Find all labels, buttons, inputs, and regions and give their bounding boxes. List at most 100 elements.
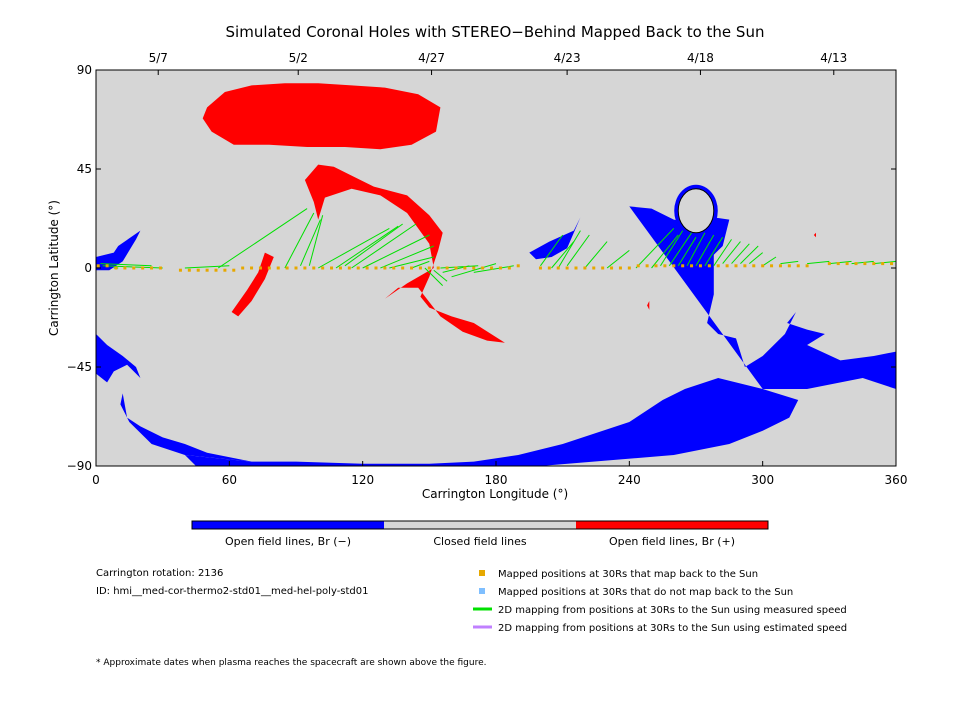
trace-line	[351, 223, 417, 269]
region-open-positive	[202, 83, 441, 150]
trace-line	[722, 241, 741, 264]
mapped-point	[232, 268, 236, 272]
legend-label: Mapped positions at 30Rs that do not map…	[498, 587, 793, 598]
region-open-positive	[231, 252, 274, 317]
x-tick-label: 180	[485, 473, 508, 487]
mapped-point	[845, 262, 849, 266]
mapped-points	[96, 262, 894, 272]
trace-line	[284, 212, 315, 269]
trace-line	[411, 260, 430, 269]
mapped-point	[787, 264, 791, 268]
trace-line	[100, 263, 152, 267]
trace-line	[677, 236, 697, 267]
trace-line	[433, 269, 448, 282]
region-ring-inner	[677, 188, 715, 234]
mapped-point	[285, 266, 289, 270]
mapped-point	[196, 268, 200, 272]
mapped-point	[338, 266, 342, 270]
x-axis-label: Carrington Longitude (°)	[422, 487, 568, 501]
y-axis-ticks: −90 −45 0 45 90	[67, 63, 896, 473]
trace-line	[713, 239, 732, 267]
trace-line	[473, 265, 514, 273]
mapped-point	[258, 266, 262, 270]
colorbar: Open field lines, Br (−) Closed field li…	[191, 520, 769, 548]
mapped-point	[150, 266, 154, 270]
trace-line	[762, 256, 777, 267]
legend-label: Mapped positions at 30Rs that map back t…	[498, 569, 758, 580]
mapped-point	[698, 264, 702, 268]
mapped-point	[223, 268, 227, 272]
mapped-point	[250, 266, 254, 270]
mapped-point	[321, 266, 325, 270]
mapped-point	[574, 266, 578, 270]
region-open-negative	[96, 334, 141, 383]
mapped-point	[592, 266, 596, 270]
trace-line	[551, 241, 575, 269]
region-open-positive	[647, 301, 650, 310]
mapped-point	[872, 262, 876, 266]
mapped-point	[516, 264, 520, 268]
coronal-hole-regions	[96, 83, 896, 466]
mapped-point	[547, 266, 551, 270]
mapped-point	[383, 266, 387, 270]
mapped-point	[436, 266, 440, 270]
mapped-point	[445, 266, 449, 270]
legend-swatch	[479, 588, 485, 594]
trace-line	[317, 227, 390, 269]
trace-line	[335, 225, 399, 269]
mapped-point	[365, 266, 369, 270]
mapped-point	[114, 266, 118, 270]
mapped-point	[618, 266, 622, 270]
mapped-point	[481, 266, 485, 270]
chart-title: Simulated Coronal Holes with STEREO−Behi…	[226, 23, 765, 41]
mapped-point	[132, 266, 136, 270]
date-tick-label: 4/23	[554, 51, 581, 65]
mapped-point	[752, 264, 756, 268]
mapped-point	[294, 266, 298, 270]
legend: Mapped positions at 30Rs that map back t…	[473, 569, 847, 634]
mapped-point	[707, 264, 711, 268]
region-open-negative	[96, 230, 141, 271]
trace-line	[749, 252, 763, 264]
trace-line	[635, 228, 675, 269]
mapped-point	[454, 266, 458, 270]
trace-line	[695, 234, 715, 267]
trace-line	[451, 263, 497, 278]
colorbar-closed	[384, 521, 576, 529]
trace-line	[668, 232, 692, 267]
mapped-point	[96, 264, 100, 268]
mapped-point	[565, 266, 569, 270]
mapped-point	[743, 264, 747, 268]
mapped-point	[881, 262, 885, 266]
trace-line	[829, 260, 852, 265]
mapped-point	[330, 266, 334, 270]
date-tick-label: 5/7	[149, 51, 168, 65]
mapped-point	[410, 266, 414, 270]
colorbar-open-negative	[192, 521, 384, 529]
x-tick-label: 240	[618, 473, 641, 487]
mapped-point	[241, 266, 245, 270]
trace-line	[606, 250, 630, 269]
mapped-point	[645, 264, 649, 268]
mapped-point	[178, 268, 182, 272]
trace-line	[557, 230, 581, 269]
trace-line	[308, 215, 324, 266]
x-axis-ticks: 0 60 120 180 240 300 360	[92, 461, 907, 487]
mapped-point	[827, 262, 831, 266]
colorbar-label-positive: Open field lines, Br (+)	[609, 535, 735, 548]
date-axis-ticks: 5/7 5/2 4/27 4/23 4/18 4/13	[149, 51, 847, 75]
trace-line	[780, 260, 799, 265]
y-tick-label: 45	[77, 162, 92, 176]
mapped-point	[770, 264, 774, 268]
mapped-point	[690, 264, 694, 268]
colorbar-label-negative: Open field lines, Br (−)	[225, 535, 351, 548]
x-tick-label: 0	[92, 473, 100, 487]
y-tick-label: 90	[77, 63, 92, 77]
mapped-point	[610, 266, 614, 270]
trace-line	[704, 236, 724, 267]
mapped-point	[601, 266, 605, 270]
trace-line	[424, 267, 444, 286]
region-open-positive	[304, 164, 505, 343]
region-open-positive	[813, 232, 816, 238]
mapped-point	[761, 264, 765, 268]
